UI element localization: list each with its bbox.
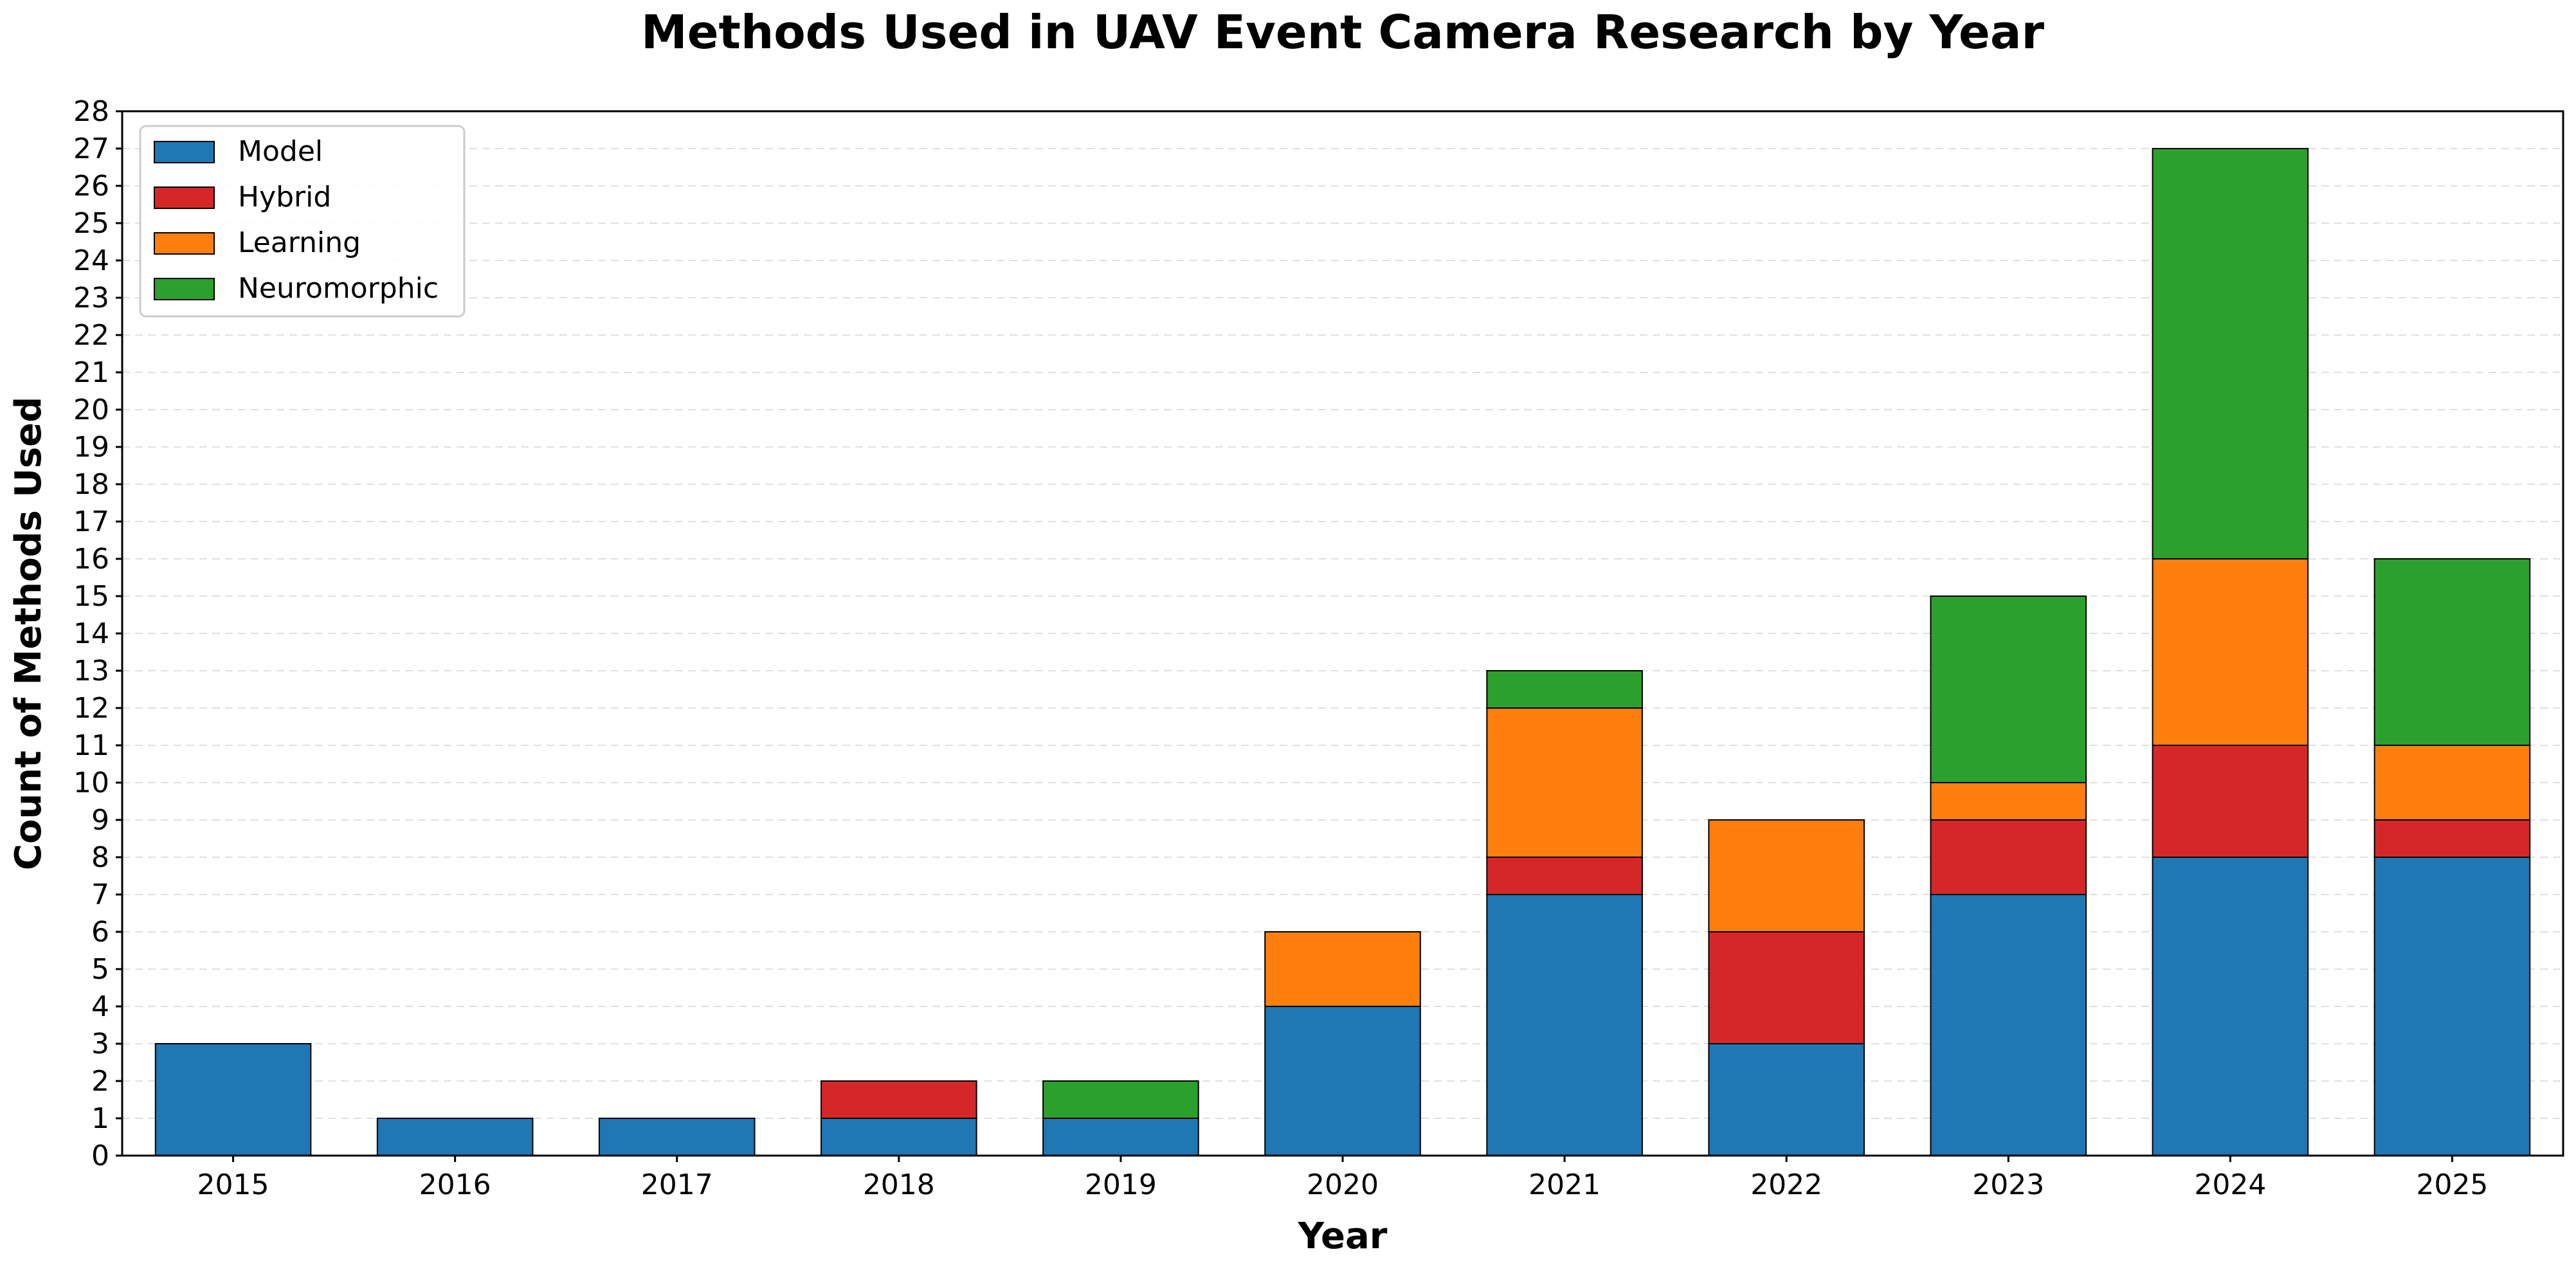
y-tick-label: 14 <box>73 617 109 650</box>
x-tick-label-2025: 2025 <box>2416 1168 2488 1201</box>
legend-label-hybrid: Hybrid <box>238 181 331 214</box>
legend: Model Hybrid Learning Neuromorphic <box>139 125 466 318</box>
y-tick-label: 6 <box>91 916 109 949</box>
legend-label-model: Model <box>238 135 323 168</box>
bar-neuromorphic-2023 <box>1930 595 2087 783</box>
y-tick-label: 25 <box>73 207 109 240</box>
bar-neuromorphic-2019 <box>1042 1080 1199 1119</box>
y-tick-label: 1 <box>91 1102 109 1135</box>
y-axis-ticks: 0123456789101112131415161718192021222324… <box>73 95 122 1172</box>
bar-model-2019 <box>1042 1118 1199 1156</box>
legend-label-neuromorphic: Neuromorphic <box>238 272 439 305</box>
y-tick-label: 9 <box>91 804 109 837</box>
legend-swatch-neuromorphic <box>154 278 215 300</box>
y-tick-label: 28 <box>73 95 109 128</box>
legend-swatch-model <box>154 141 215 163</box>
bar-hybrid-2025 <box>2373 819 2531 858</box>
x-tick-label-2020: 2020 <box>1307 1168 1379 1201</box>
bar-model-2017 <box>598 1118 756 1156</box>
y-tick-label: 3 <box>91 1028 109 1060</box>
x-tick-label-2016: 2016 <box>419 1168 491 1201</box>
bar-hybrid-2018 <box>821 1080 977 1119</box>
legend-label-learning: Learning <box>238 226 361 259</box>
y-tick-label: 11 <box>73 729 109 762</box>
bar-model-2025 <box>2373 857 2531 1156</box>
x-tick-label-2018: 2018 <box>863 1168 935 1201</box>
y-tick-label: 13 <box>73 655 109 687</box>
bar-neuromorphic-2024 <box>2152 148 2309 559</box>
x-axis-label: Year <box>1298 1215 1388 1257</box>
bar-model-2020 <box>1264 1006 1421 1156</box>
bars <box>154 148 2531 1156</box>
y-tick-label: 4 <box>91 990 109 1023</box>
chart-title: Methods Used in UAV Event Camera Researc… <box>641 5 2044 59</box>
x-axis-ticks: 2015 2016 2017 2018 2019 2020 2021 2022 2023 2024… <box>197 1156 2488 1201</box>
y-tick-label: 17 <box>73 505 109 538</box>
y-tick-label: 21 <box>73 356 109 389</box>
bar-neuromorphic-2021 <box>1486 670 1643 709</box>
bar-learning-2020 <box>1264 931 1421 1007</box>
y-axis-label: Count of Methods Used <box>8 397 50 871</box>
y-tick-label: 23 <box>73 282 109 314</box>
x-tick-label-2019: 2019 <box>1085 1168 1157 1201</box>
y-tick-label: 16 <box>73 543 109 576</box>
y-tick-label: 27 <box>73 132 109 165</box>
bar-model-2023 <box>1930 894 2087 1156</box>
bar-model-2021 <box>1486 894 1643 1156</box>
y-tick-label: 18 <box>73 468 109 501</box>
bar-learning-2024 <box>2152 558 2309 746</box>
bar-hybrid-2024 <box>2152 745 2309 858</box>
bar-learning-2025 <box>2373 745 2531 821</box>
bar-neuromorphic-2025 <box>2373 558 2531 746</box>
bar-model-2024 <box>2152 857 2309 1156</box>
x-tick-label-2017: 2017 <box>641 1168 713 1201</box>
y-tick-label: 15 <box>73 580 109 613</box>
y-tick-label: 24 <box>73 244 109 277</box>
y-tick-label: 8 <box>91 841 109 874</box>
y-tick-label: 2 <box>91 1065 109 1098</box>
y-tick-label: 10 <box>73 767 109 799</box>
y-tick-label: 20 <box>73 394 109 426</box>
x-tick-label-2023: 2023 <box>1972 1168 2044 1201</box>
bar-model-2018 <box>821 1118 977 1156</box>
legend-swatch-hybrid <box>154 186 215 209</box>
bar-model-2016 <box>376 1118 534 1156</box>
bar-model-2022 <box>1708 1043 1865 1156</box>
y-tick-label: 5 <box>91 953 109 986</box>
legend-items: Model Hybrid Learning Neuromorphic <box>154 135 439 305</box>
x-tick-label-2022: 2022 <box>1750 1168 1822 1201</box>
bar-learning-2023 <box>1930 782 2087 821</box>
bar-learning-2021 <box>1486 707 1643 858</box>
x-tick-label-2015: 2015 <box>197 1168 269 1201</box>
x-tick-label-2021: 2021 <box>1528 1168 1601 1201</box>
bar-hybrid-2023 <box>1930 819 2087 895</box>
legend-swatch-learning <box>154 232 215 255</box>
y-tick-label: 26 <box>73 170 109 203</box>
y-tick-label: 12 <box>73 692 109 725</box>
bar-hybrid-2022 <box>1708 931 1865 1044</box>
y-tick-label: 22 <box>73 319 109 352</box>
y-tick-label: 7 <box>91 878 109 911</box>
bar-hybrid-2021 <box>1486 857 1643 895</box>
x-tick-label-2024: 2024 <box>2194 1168 2266 1201</box>
bar-learning-2022 <box>1708 819 1865 932</box>
bar-model-2015 <box>154 1043 312 1156</box>
legend-frame <box>139 125 466 318</box>
y-tick-label: 19 <box>73 431 109 464</box>
y-tick-label: 0 <box>91 1140 109 1172</box>
